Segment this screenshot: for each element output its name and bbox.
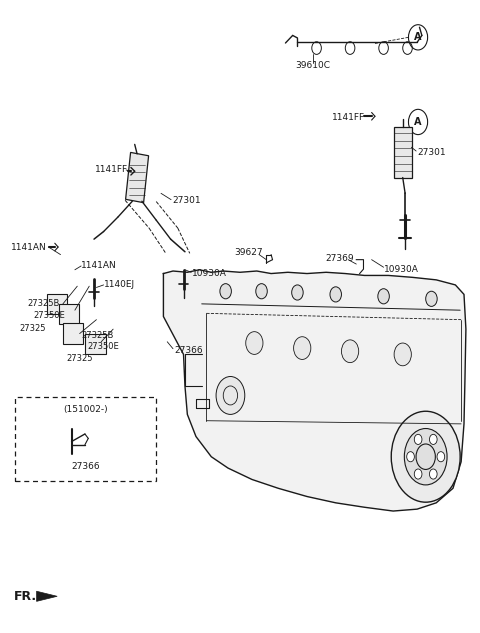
Circle shape [341,340,359,363]
Circle shape [437,452,444,461]
Text: 27325: 27325 [67,354,93,363]
Bar [85,334,106,354]
Bar [47,294,67,314]
Circle shape [378,289,389,304]
Circle shape [430,434,437,444]
Text: A: A [414,32,422,42]
Bar [394,127,412,177]
Text: 10930A: 10930A [384,265,419,273]
Text: 1141AN: 1141AN [81,261,117,270]
Text: 27369: 27369 [325,254,354,263]
Bar [126,153,149,203]
Circle shape [407,452,414,461]
Bar [15,398,156,480]
Circle shape [391,411,460,502]
Text: 27325B: 27325B [81,331,113,340]
Circle shape [404,429,447,485]
Circle shape [294,337,311,360]
Text: A: A [414,117,422,127]
Circle shape [414,434,422,444]
Circle shape [292,285,303,300]
Text: 10930A: 10930A [192,269,227,278]
Circle shape [430,469,437,479]
Text: 27325B: 27325B [27,299,60,308]
Text: 27350E: 27350E [33,311,65,320]
Text: 1141FF: 1141FF [95,165,128,175]
Polygon shape [36,591,57,601]
Polygon shape [163,270,466,511]
Text: 27301: 27301 [172,196,201,206]
Circle shape [330,287,341,302]
Circle shape [256,284,267,299]
Text: (151002-): (151002-) [63,406,108,415]
Circle shape [246,332,263,354]
Text: 1141FF: 1141FF [332,113,365,122]
Circle shape [220,284,231,299]
Text: 27301: 27301 [417,147,446,157]
Circle shape [216,377,245,415]
Text: 27350E: 27350E [88,342,120,351]
Text: FR.: FR. [14,590,37,603]
Text: 1141AN: 1141AN [11,242,47,251]
Text: 39610C: 39610C [295,61,330,70]
Circle shape [414,469,422,479]
Bar [63,323,84,344]
Text: 1140EJ: 1140EJ [104,280,135,289]
Text: 39627: 39627 [234,248,263,256]
Text: 27366: 27366 [174,346,203,355]
Bar [59,304,79,324]
Circle shape [426,291,437,306]
Text: 27366: 27366 [72,462,100,472]
Text: 27325: 27325 [20,324,47,333]
Circle shape [394,343,411,366]
